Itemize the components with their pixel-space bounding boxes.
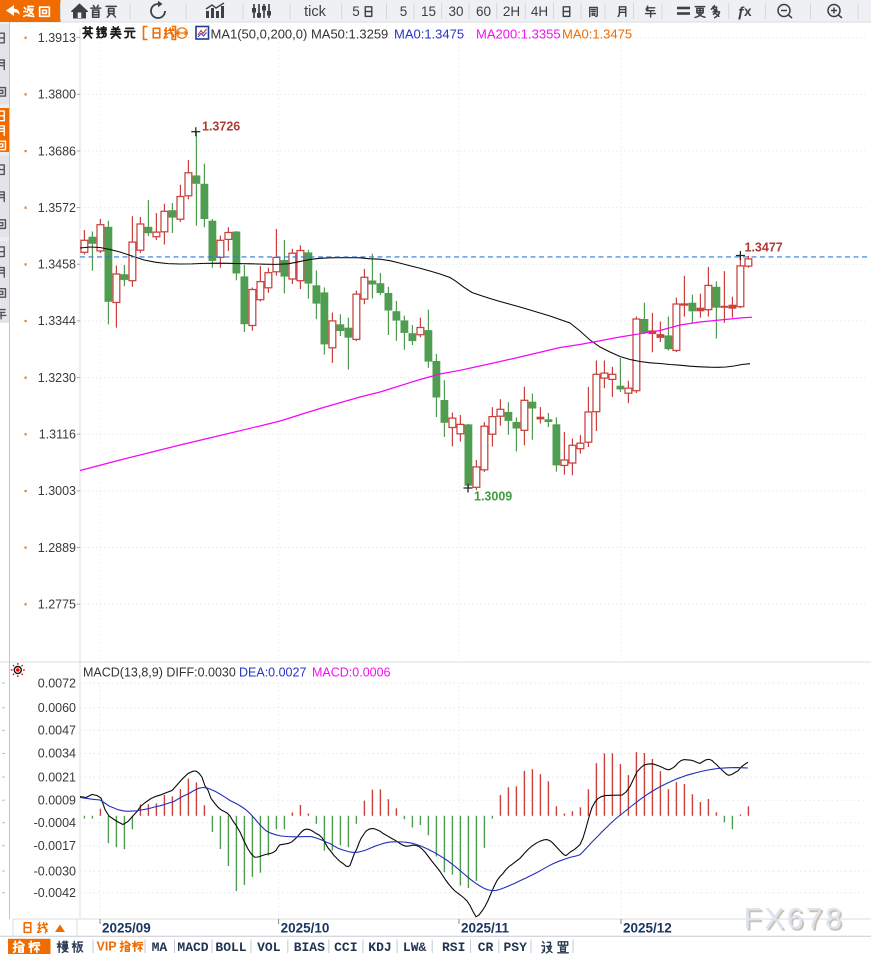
svg-text:2025/11: 2025/11 <box>461 921 510 936</box>
svg-text:30: 30 <box>448 4 463 19</box>
svg-text:1.3800: 1.3800 <box>38 88 76 102</box>
svg-text:MA1(50,0,200,0) MA50:1.3259: MA1(50,0,200,0) MA50:1.3259 <box>211 27 389 42</box>
svg-text:0.0060: 0.0060 <box>38 701 76 715</box>
svg-text:CCI: CCI <box>334 940 357 954</box>
svg-text:15: 15 <box>421 4 436 19</box>
svg-text:1.2889: 1.2889 <box>38 541 76 555</box>
svg-text:0.0021: 0.0021 <box>38 770 76 784</box>
svg-text:BOLL: BOLL <box>215 940 246 954</box>
svg-text:1.3458: 1.3458 <box>38 258 76 272</box>
svg-text:KDJ: KDJ <box>368 940 391 954</box>
svg-text:1.3913: 1.3913 <box>38 31 76 45</box>
svg-text:4H: 4H <box>531 4 548 19</box>
svg-text:2025/09: 2025/09 <box>102 921 151 936</box>
svg-text:1.3686: 1.3686 <box>38 144 76 158</box>
svg-text:1.2775: 1.2775 <box>38 598 76 612</box>
svg-text:MA0:1.3475: MA0:1.3475 <box>394 27 464 42</box>
svg-text:-0.0030: -0.0030 <box>34 864 76 878</box>
svg-text:MA: MA <box>152 940 168 954</box>
svg-text:0.0009: 0.0009 <box>38 794 76 808</box>
svg-text:FX678: FX678 <box>745 904 846 937</box>
svg-text:MA200:1.3355: MA200:1.3355 <box>476 27 561 42</box>
svg-text:MACD: MACD <box>177 940 208 954</box>
svg-text:2025/12: 2025/12 <box>623 921 672 936</box>
svg-text:LW&: LW& <box>403 940 427 954</box>
svg-text:5: 5 <box>352 4 360 19</box>
svg-text:MA0:1.3475: MA0:1.3475 <box>562 27 632 42</box>
svg-text:1.3477: 1.3477 <box>745 241 783 255</box>
svg-text:x: x <box>744 4 752 19</box>
svg-text:1.3344: 1.3344 <box>38 314 76 328</box>
svg-text:-0.0004: -0.0004 <box>34 816 76 830</box>
svg-text:PSY: PSY <box>503 940 527 954</box>
svg-text:2H: 2H <box>503 4 520 19</box>
svg-text:ƒ: ƒ <box>737 4 745 21</box>
svg-text:1.3230: 1.3230 <box>38 371 76 385</box>
svg-text:1.3003: 1.3003 <box>38 484 76 498</box>
svg-text:MACD(13,8,9) DIFF:0.0030: MACD(13,8,9) DIFF:0.0030 <box>83 666 236 680</box>
svg-text:RSI: RSI <box>442 940 465 954</box>
svg-text:5: 5 <box>400 4 408 19</box>
svg-text:DEA:0.0027: DEA:0.0027 <box>239 666 306 680</box>
svg-text:60: 60 <box>476 4 491 19</box>
svg-text:-0.0017: -0.0017 <box>34 839 76 853</box>
svg-text:FX678: FX678 <box>744 903 845 936</box>
svg-text:tick: tick <box>304 4 327 20</box>
svg-text:1.3726: 1.3726 <box>202 120 240 134</box>
svg-text:0.0047: 0.0047 <box>38 724 76 738</box>
svg-text:2025/10: 2025/10 <box>281 921 330 936</box>
svg-text:0.0034: 0.0034 <box>38 747 76 761</box>
svg-text:BIAS: BIAS <box>294 940 325 954</box>
svg-text:-0.0042: -0.0042 <box>34 886 76 900</box>
svg-text:1.3009: 1.3009 <box>474 490 512 504</box>
svg-text:VIP: VIP <box>97 940 117 954</box>
svg-text:VOL: VOL <box>257 940 281 954</box>
svg-text:1.3572: 1.3572 <box>38 201 76 215</box>
svg-text:0.0072: 0.0072 <box>38 676 76 690</box>
svg-text:CR: CR <box>478 940 494 954</box>
svg-text:1.3116: 1.3116 <box>39 428 76 442</box>
svg-text:MACD:0.0006: MACD:0.0006 <box>312 666 391 680</box>
